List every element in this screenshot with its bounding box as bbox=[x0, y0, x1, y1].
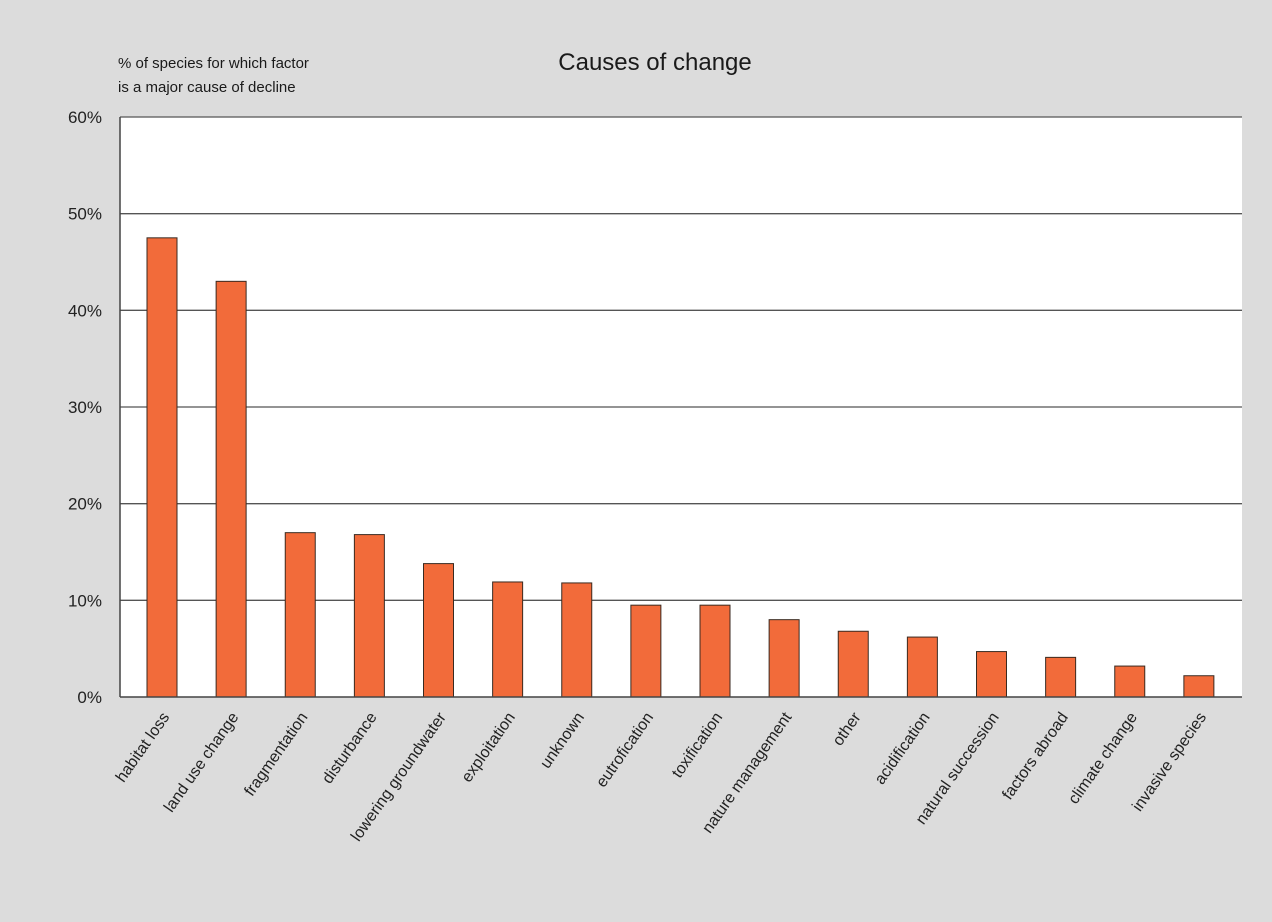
x-tick-label: other bbox=[830, 709, 865, 749]
bar-acidification bbox=[906, 636, 938, 698]
x-tick-label: eutrofication bbox=[593, 710, 657, 791]
x-tick-label: unknown bbox=[537, 710, 588, 772]
bar-lowering-groundwater bbox=[423, 563, 454, 698]
bars bbox=[146, 237, 1215, 698]
x-tick-label: fragmentation bbox=[241, 710, 311, 800]
bar-exploitation bbox=[492, 581, 524, 698]
y-tick-label: 0% bbox=[77, 688, 102, 707]
x-tick-label: toxification bbox=[669, 710, 726, 782]
x-tick-label: land use change bbox=[161, 709, 242, 815]
bar-climate-change bbox=[1114, 665, 1146, 698]
y-tick-label: 20% bbox=[68, 495, 102, 514]
bar-eutrofication bbox=[630, 604, 662, 698]
y-axis-label-line-1: % of species for which factor bbox=[118, 55, 309, 72]
bar-disturbance bbox=[353, 534, 385, 698]
bar-fragmentation bbox=[284, 532, 316, 698]
chart-title: Causes of change bbox=[558, 49, 751, 76]
y-tick-labels: 0% 10% 20% 30% 40% 50% 60% bbox=[68, 108, 102, 707]
y-tick-label: 50% bbox=[68, 205, 102, 224]
bar-invasive-species bbox=[1183, 675, 1215, 698]
x-tick-label: exploitation bbox=[459, 710, 519, 786]
bar-toxification bbox=[699, 604, 731, 698]
bar-nature-management bbox=[768, 619, 800, 698]
x-tick-label: invasive species bbox=[1129, 710, 1210, 815]
bar-unknown bbox=[561, 582, 593, 698]
x-tick-label: acidification bbox=[872, 710, 934, 788]
bar-other bbox=[837, 630, 869, 698]
y-tick-label: 60% bbox=[68, 108, 102, 127]
bar-factors-abroad bbox=[1045, 656, 1077, 698]
x-tick-label: habitat loss bbox=[113, 710, 173, 786]
bar-natural-succession bbox=[976, 651, 1007, 698]
y-tick-label: 10% bbox=[68, 591, 102, 610]
y-axis-label-line-2: is a major cause of decline bbox=[118, 79, 296, 96]
bar-habitat-loss bbox=[146, 237, 178, 698]
x-tick-label: climate change bbox=[1065, 709, 1141, 807]
bar-land-use-change bbox=[215, 280, 247, 698]
y-tick-label: 40% bbox=[68, 301, 102, 320]
x-tick-label: factors abroad bbox=[999, 710, 1072, 804]
x-tick-label: disturbance bbox=[319, 709, 380, 787]
y-tick-label: 30% bbox=[68, 398, 102, 417]
